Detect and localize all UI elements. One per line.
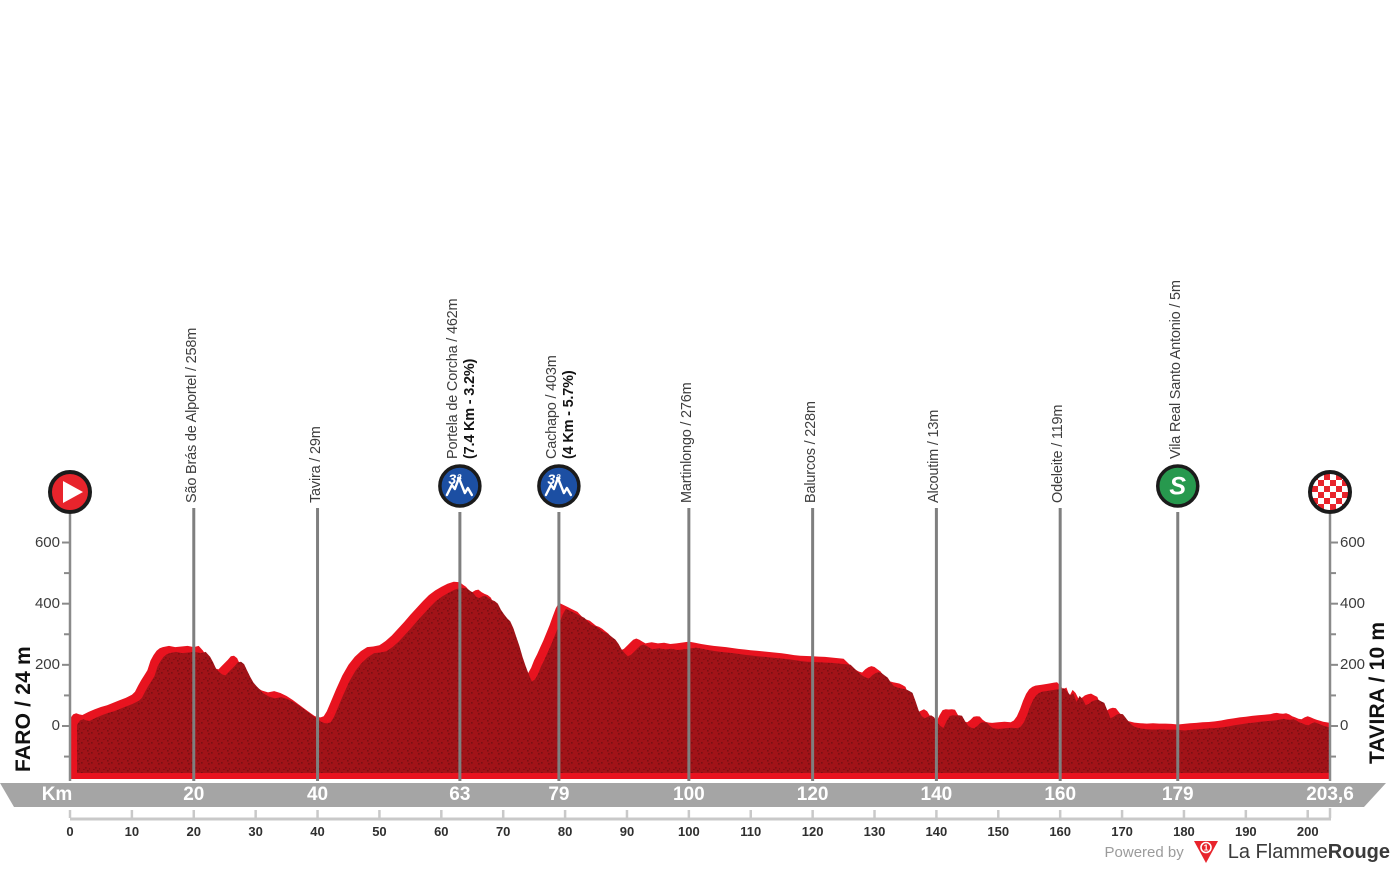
ruler-tick-label: 160 bbox=[1049, 824, 1072, 839]
y-axis-tick-label: 0 bbox=[1340, 717, 1349, 734]
km-band-mark: 63 bbox=[449, 784, 471, 805]
ruler-tick-label: 110 bbox=[740, 824, 762, 839]
ruler-tick-label: 0 bbox=[66, 824, 74, 839]
powered-by-text: Powered by bbox=[1104, 843, 1184, 861]
ruler-tick-label: 130 bbox=[863, 824, 886, 839]
waypoint-label: Alcoutim / 13m bbox=[926, 409, 943, 503]
elevation-area-shadow bbox=[77, 587, 1330, 773]
svg-text:3ª: 3ª bbox=[547, 471, 561, 487]
climb-stats-label: (7.4 Km - 3.2%) bbox=[461, 358, 478, 459]
y-axis-tick-label: 400 bbox=[1340, 594, 1366, 612]
brand-regular: La Flamme bbox=[1227, 840, 1328, 863]
y-axis-tick-label: 600 bbox=[1340, 533, 1366, 551]
waypoint-label: Portela de Corcha / 462m (7.4 Km - 3.2%) bbox=[444, 298, 478, 459]
km-band-mark: 160 bbox=[1044, 784, 1077, 805]
climb-stats-label: (4 Km - 5.7%) bbox=[560, 370, 577, 459]
ruler-tick-label: 150 bbox=[987, 824, 1010, 839]
brand-name: La FlammeRouge bbox=[1228, 841, 1390, 864]
ruler-tick-label: 20 bbox=[186, 824, 201, 839]
km-band-mark: 120 bbox=[796, 784, 829, 805]
km-band-mark: 40 bbox=[306, 784, 329, 805]
ruler-tick-label: 120 bbox=[801, 824, 824, 839]
climb-cat3-icon: 3ª bbox=[438, 464, 482, 508]
km-band: Km 20 40 63 79 100 120 140 160 179 203,6 bbox=[0, 783, 1386, 807]
footer: Powered by 1 La FlammeRouge bbox=[1105, 840, 1390, 864]
waypoint-label: Balurcos / 228m bbox=[802, 401, 819, 503]
waypoint-label: Vila Real Santo Antonio / 5m bbox=[1167, 280, 1184, 459]
start-icon bbox=[48, 470, 92, 514]
ruler-tick-label: 70 bbox=[495, 824, 511, 839]
ruler-tick-label: 10 bbox=[124, 824, 140, 839]
sprint-icon: S bbox=[1156, 464, 1200, 508]
ruler-tick-label: 60 bbox=[434, 824, 449, 839]
ruler-tick-label: 170 bbox=[1111, 824, 1133, 839]
ruler-tick-label: 180 bbox=[1173, 824, 1195, 839]
waypoint-label: Cachapo / 403m (4 Km - 5.7%) bbox=[543, 355, 577, 459]
y-axis-tick-label: 200 bbox=[1340, 655, 1366, 673]
km-band-mark: 140 bbox=[920, 784, 953, 805]
climb-cat3-icon: 3ª bbox=[537, 464, 581, 508]
km-band-mark: 179 bbox=[1161, 784, 1194, 805]
finish-location-label: TAVIRA / 10 m bbox=[1366, 621, 1389, 764]
ruler-tick-label: 30 bbox=[248, 824, 263, 839]
ruler-tick-label: 80 bbox=[557, 824, 573, 839]
y-axis-tick-label: 200 bbox=[34, 655, 60, 673]
logo-number: 1 bbox=[1203, 843, 1208, 853]
ruler-tick-label: 190 bbox=[1234, 824, 1257, 839]
km-band-mark: 79 bbox=[548, 784, 570, 805]
ruler-tick-label: 200 bbox=[1296, 824, 1319, 839]
waypoint-label: São Brás de Alportel / 258m bbox=[183, 327, 200, 503]
ruler-tick-label: 140 bbox=[925, 824, 948, 839]
svg-text:S: S bbox=[1169, 473, 1186, 501]
waypoint-label: Martinlongo / 276m bbox=[678, 382, 695, 503]
svg-text:3ª: 3ª bbox=[448, 471, 462, 487]
ruler-tick-label: 100 bbox=[678, 824, 700, 839]
waypoint-label: Tavira / 29m bbox=[307, 426, 324, 503]
km-band-mark: 203,6 bbox=[1306, 784, 1354, 805]
ruler-tick-label: 50 bbox=[372, 824, 387, 839]
la-flamme-rouge-logo-icon: 1 bbox=[1193, 841, 1218, 863]
finish-icon bbox=[1308, 470, 1352, 514]
y-axis-tick-label: 0 bbox=[51, 717, 60, 734]
km-band-mark: 20 bbox=[183, 784, 205, 805]
brand-bold: Rouge bbox=[1327, 840, 1390, 863]
y-axis-tick-label: 600 bbox=[34, 533, 60, 551]
km-band-mark: 100 bbox=[673, 784, 705, 805]
ruler-tick-label: 40 bbox=[310, 824, 325, 839]
y-axis-tick-label: 400 bbox=[34, 594, 60, 612]
ruler-tick-label: 90 bbox=[619, 824, 635, 839]
waypoint-label: Odeleite / 119m bbox=[1050, 404, 1067, 503]
km-band-header: Km bbox=[41, 784, 73, 805]
